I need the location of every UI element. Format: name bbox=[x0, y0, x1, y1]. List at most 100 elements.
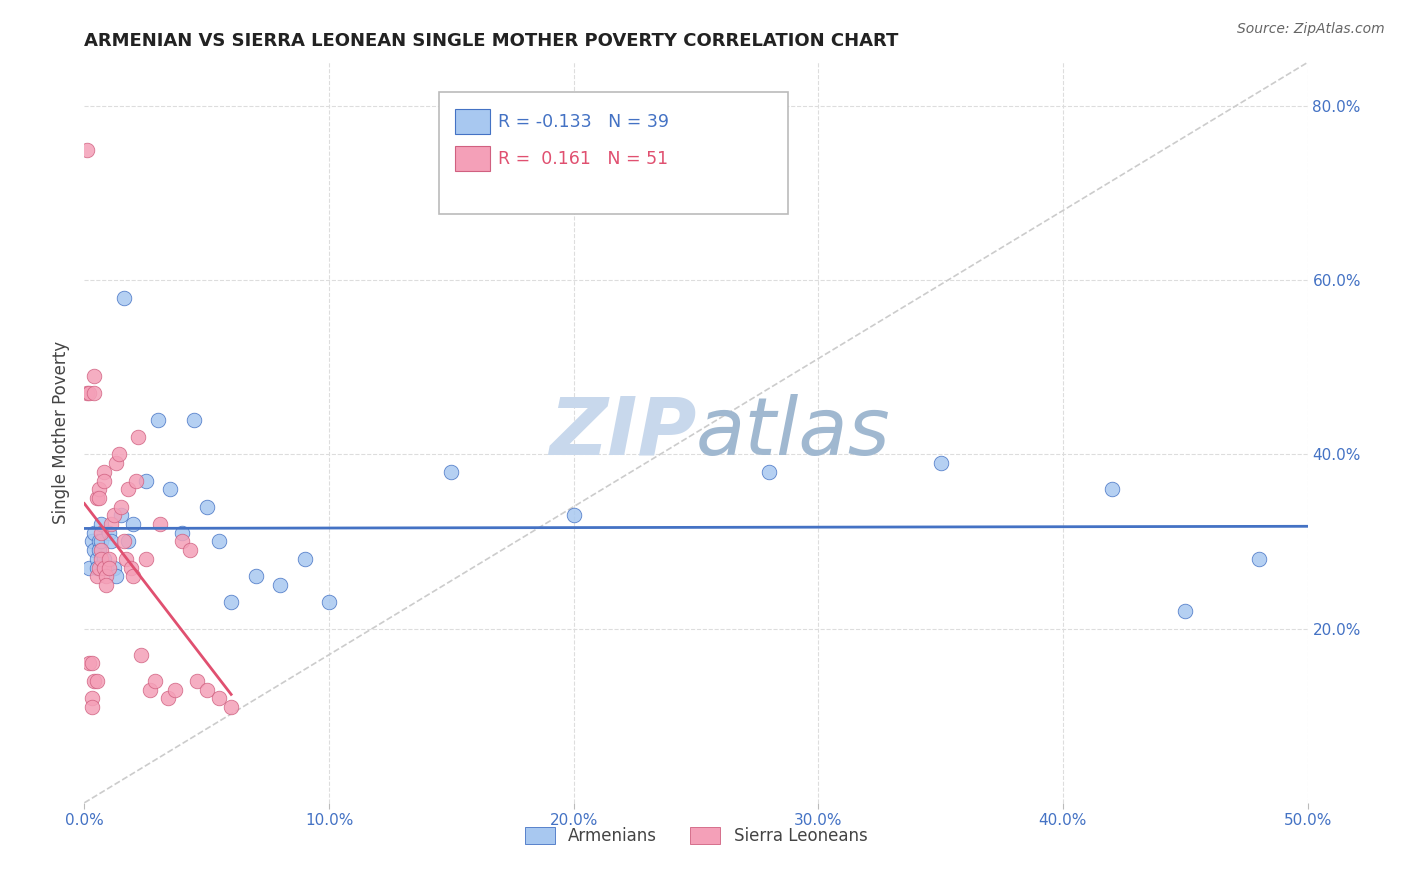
Point bbox=[135, 474, 157, 488]
FancyBboxPatch shape bbox=[456, 146, 491, 171]
Point bbox=[929, 456, 952, 470]
Point bbox=[96, 569, 118, 583]
Point bbox=[127, 430, 149, 444]
Point bbox=[93, 474, 115, 488]
Point bbox=[107, 447, 129, 461]
Text: ZIP: ZIP bbox=[548, 393, 696, 472]
Point bbox=[172, 525, 194, 540]
Point bbox=[96, 578, 118, 592]
Point bbox=[117, 482, 139, 496]
Point bbox=[86, 552, 108, 566]
Point bbox=[110, 508, 132, 523]
Point bbox=[183, 412, 205, 426]
Text: Source: ZipAtlas.com: Source: ZipAtlas.com bbox=[1237, 22, 1385, 37]
Point bbox=[87, 560, 110, 574]
Point bbox=[86, 491, 108, 505]
Point bbox=[110, 500, 132, 514]
Point bbox=[90, 517, 112, 532]
Point bbox=[93, 465, 115, 479]
Point bbox=[87, 482, 110, 496]
Point bbox=[80, 700, 103, 714]
Point bbox=[97, 552, 120, 566]
Text: R = -0.133   N = 39: R = -0.133 N = 39 bbox=[498, 112, 669, 130]
Point bbox=[83, 386, 105, 401]
Point bbox=[103, 508, 125, 523]
Point bbox=[97, 525, 120, 540]
Text: ARMENIAN VS SIERRA LEONEAN SINGLE MOTHER POVERTY CORRELATION CHART: ARMENIAN VS SIERRA LEONEAN SINGLE MOTHER… bbox=[84, 32, 898, 50]
Point bbox=[112, 291, 135, 305]
Point bbox=[440, 465, 463, 479]
Point bbox=[129, 648, 152, 662]
Point bbox=[100, 517, 122, 532]
Text: atlas: atlas bbox=[696, 393, 891, 472]
Point bbox=[318, 595, 340, 609]
Point bbox=[83, 369, 105, 384]
Point bbox=[80, 657, 103, 671]
Point bbox=[93, 552, 115, 566]
Point bbox=[97, 560, 120, 574]
Legend: Armenians, Sierra Leoneans: Armenians, Sierra Leoneans bbox=[516, 819, 876, 854]
Point bbox=[172, 534, 194, 549]
Point bbox=[163, 682, 186, 697]
Point bbox=[96, 560, 118, 574]
Point bbox=[87, 543, 110, 558]
Point bbox=[146, 412, 169, 426]
Point bbox=[125, 474, 148, 488]
Point bbox=[90, 534, 112, 549]
Point bbox=[100, 534, 122, 549]
Point bbox=[76, 386, 98, 401]
Point bbox=[115, 552, 138, 566]
Point bbox=[103, 560, 125, 574]
Point bbox=[1174, 604, 1197, 618]
Point bbox=[86, 560, 108, 574]
Point bbox=[179, 543, 201, 558]
Point bbox=[86, 569, 108, 583]
Point bbox=[156, 691, 179, 706]
Point bbox=[87, 534, 110, 549]
Point bbox=[149, 517, 172, 532]
Point bbox=[83, 543, 105, 558]
Point bbox=[83, 673, 105, 688]
Point bbox=[758, 465, 780, 479]
Text: R =  0.161   N = 51: R = 0.161 N = 51 bbox=[498, 150, 668, 168]
FancyBboxPatch shape bbox=[456, 109, 491, 135]
Point bbox=[87, 491, 110, 505]
Point bbox=[245, 569, 267, 583]
Point bbox=[90, 525, 112, 540]
Point bbox=[77, 560, 100, 574]
Point bbox=[159, 482, 181, 496]
Point bbox=[562, 508, 585, 523]
Point bbox=[195, 682, 218, 697]
Point bbox=[90, 543, 112, 558]
Point bbox=[186, 673, 208, 688]
Point bbox=[80, 691, 103, 706]
Point bbox=[105, 456, 128, 470]
Point bbox=[122, 569, 145, 583]
Point bbox=[122, 517, 145, 532]
Point bbox=[269, 578, 291, 592]
Point bbox=[77, 657, 100, 671]
Point bbox=[1101, 482, 1123, 496]
Point bbox=[208, 534, 231, 549]
Point bbox=[112, 534, 135, 549]
Point bbox=[76, 143, 98, 157]
Point bbox=[294, 552, 316, 566]
Point bbox=[1247, 552, 1270, 566]
FancyBboxPatch shape bbox=[439, 92, 787, 214]
Point bbox=[105, 569, 128, 583]
Point bbox=[90, 552, 112, 566]
Point bbox=[219, 700, 242, 714]
Point bbox=[93, 560, 115, 574]
Point bbox=[83, 525, 105, 540]
Point bbox=[143, 673, 166, 688]
Point bbox=[139, 682, 162, 697]
Point bbox=[117, 534, 139, 549]
Point bbox=[77, 386, 100, 401]
Point bbox=[135, 552, 157, 566]
Point bbox=[208, 691, 231, 706]
Point bbox=[219, 595, 242, 609]
Y-axis label: Single Mother Poverty: Single Mother Poverty bbox=[52, 341, 70, 524]
Point bbox=[80, 534, 103, 549]
Point bbox=[195, 500, 218, 514]
Point bbox=[86, 673, 108, 688]
